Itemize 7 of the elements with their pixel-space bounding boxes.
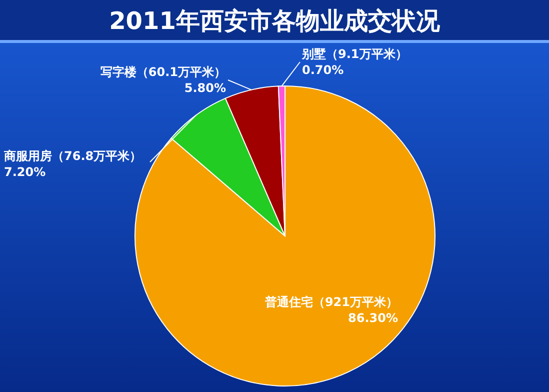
data-label: 0.70% — [302, 63, 344, 77]
slice-label: 别墅（9.1万平米） — [301, 47, 408, 61]
chart-title: 2011年西安市各物业成交状况 — [109, 7, 441, 35]
slice-label: 商服用房（76.8万平米） — [3, 149, 142, 163]
data-label: 7.20% — [4, 165, 46, 179]
slice-label: 写字楼（60.1万平米） — [100, 65, 226, 79]
data-label: 5.80% — [184, 81, 226, 95]
